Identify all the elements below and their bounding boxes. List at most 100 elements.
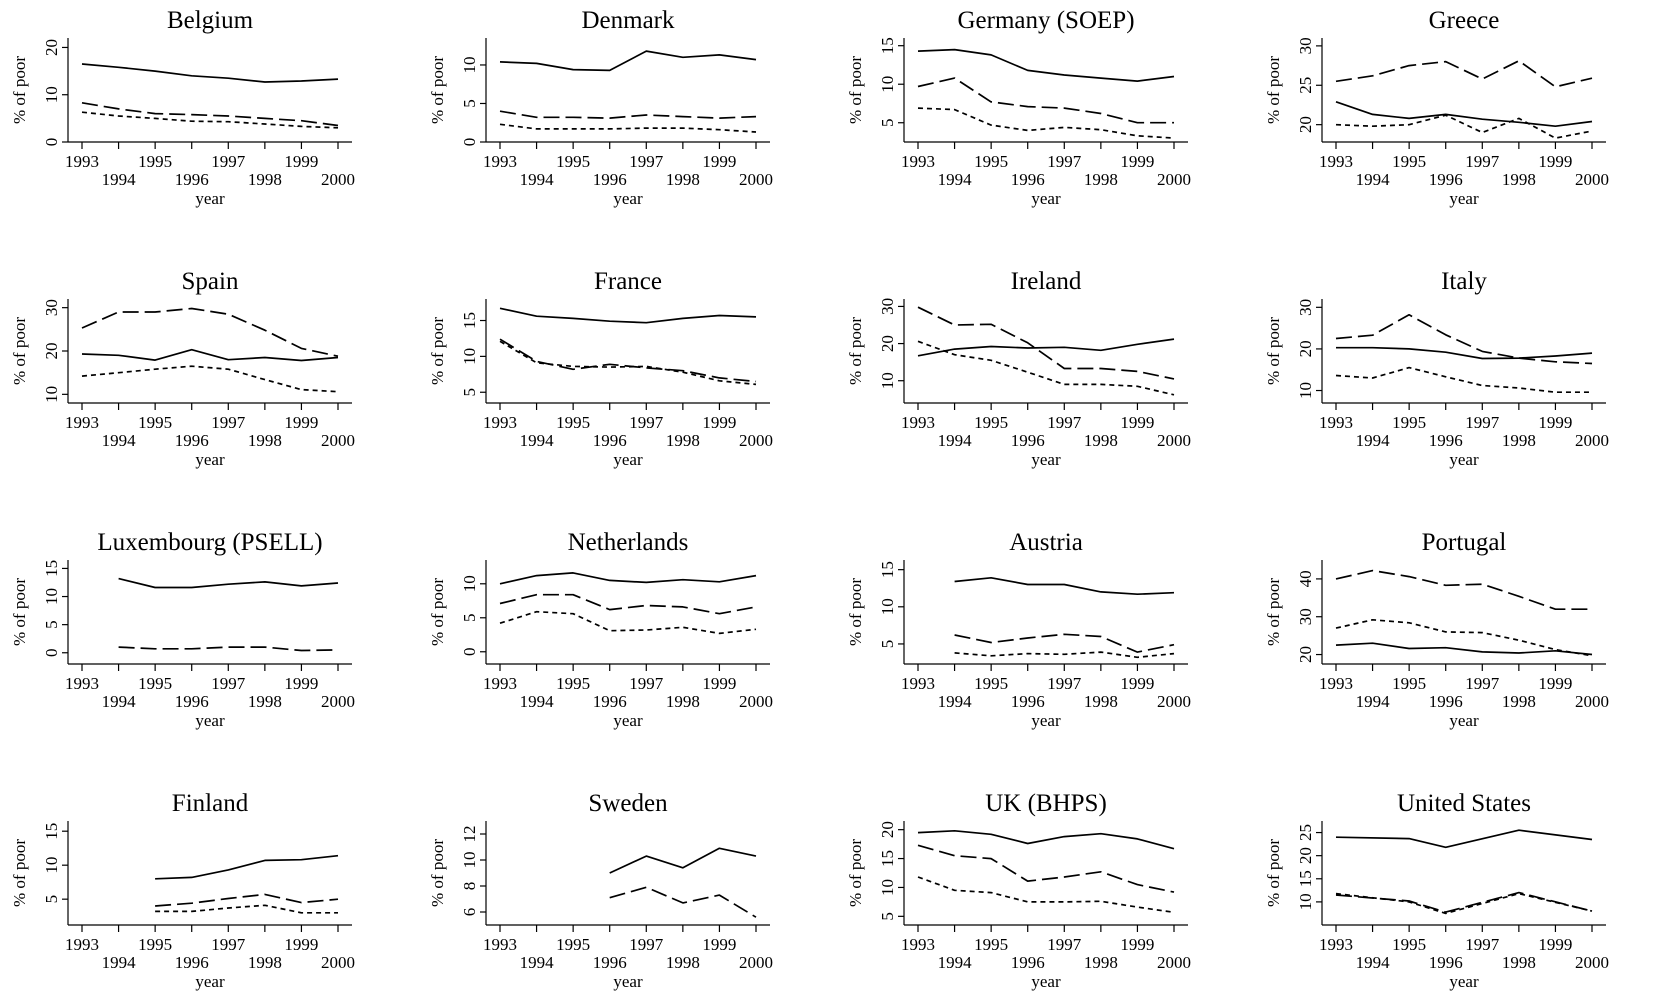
panel-title: Netherlands	[568, 529, 689, 556]
x-tick-label: 1998	[248, 431, 282, 450]
x-tick-label: 1997	[1465, 935, 1500, 954]
x-tick-label: 1997	[1047, 935, 1082, 954]
x-tick-label: 1997	[1465, 413, 1500, 432]
x-axis-title: year	[1449, 189, 1479, 208]
series-line-dotted	[81, 365, 339, 393]
series-line-dashed	[609, 886, 757, 918]
x-axis-title: year	[1031, 450, 1061, 469]
y-tick-label: 15	[878, 561, 897, 578]
chart-panel: Spain 10 20 30 % of poor 19931994199519961997…	[10, 268, 355, 469]
x-tick-label: 2000	[739, 170, 773, 189]
series-line-dashed	[499, 110, 757, 119]
x-tick-label: 1997	[629, 413, 664, 432]
panel-title: Sweden	[588, 790, 668, 817]
x-tick-label: 1996	[175, 170, 209, 189]
x-tick-label: 1999	[1120, 674, 1154, 693]
y-tick-label: 10	[42, 86, 61, 103]
series-line-dotted	[917, 107, 1175, 139]
y-tick-label: 10	[878, 598, 897, 615]
x-axis-title: year	[195, 711, 225, 730]
y-axis-title: % of poor	[846, 317, 865, 385]
panel-title: Finland	[172, 790, 249, 817]
x-tick-label: 1996	[175, 953, 209, 972]
y-tick-label: 5	[460, 614, 479, 623]
x-tick-label: 2000	[1575, 170, 1609, 189]
x-tick-label: 1994	[1356, 692, 1391, 711]
x-tick-label: 1998	[1084, 953, 1118, 972]
series-line-dotted	[1335, 366, 1592, 394]
x-tick-label: 1993	[483, 152, 517, 171]
x-axis-title: year	[613, 450, 643, 469]
x-tick-label: 1999	[1538, 935, 1572, 954]
x-tick-label: 1993	[901, 152, 935, 171]
y-tick-label: 15	[1296, 870, 1315, 887]
series-line-solid	[499, 50, 757, 72]
y-axis-title: % of poor	[10, 56, 29, 124]
y-tick-label: 40	[1296, 570, 1315, 587]
x-tick-label: 1999	[1538, 674, 1572, 693]
x-tick-label: 1994	[520, 953, 555, 972]
x-tick-label: 1998	[1084, 170, 1118, 189]
series-line-solid	[81, 63, 339, 83]
x-tick-label: 2000	[739, 431, 773, 450]
x-tick-label: 1997	[629, 935, 664, 954]
x-tick-label: 1994	[938, 431, 973, 450]
x-tick-label: 2000	[1157, 431, 1191, 450]
y-tick-label: 20	[878, 821, 897, 838]
x-tick-label: 1999	[284, 674, 318, 693]
x-tick-label: 1996	[593, 953, 627, 972]
x-tick-label: 2000	[321, 692, 355, 711]
x-axis-title: year	[195, 189, 225, 208]
y-tick-label: 10	[460, 852, 479, 869]
y-tick-label: 5	[878, 640, 897, 649]
series-line-solid	[917, 48, 1175, 82]
panel-title: Germany (SOEP)	[957, 7, 1134, 34]
x-tick-label: 1997	[211, 413, 246, 432]
x-tick-label: 1996	[1011, 431, 1045, 450]
x-tick-label: 1994	[938, 170, 973, 189]
y-tick-label: 20	[42, 343, 61, 360]
x-tick-label: 1998	[1084, 692, 1118, 711]
x-tick-label: 1995	[1392, 674, 1426, 693]
x-tick-label: 1997	[211, 152, 246, 171]
y-axis-title: % of poor	[428, 56, 447, 124]
series-line-dashed	[917, 306, 1175, 380]
series-line-dashed	[917, 844, 1175, 893]
y-axis-title: % of poor	[846, 839, 865, 907]
x-axis-title: year	[1031, 972, 1061, 991]
y-axis-title: % of poor	[428, 839, 447, 907]
series-line-dashed	[499, 593, 757, 615]
x-tick-label: 1998	[248, 170, 282, 189]
series-line-dashed	[1335, 569, 1592, 611]
x-tick-label: 1994	[102, 953, 137, 972]
y-axis-title: % of poor	[10, 317, 29, 385]
y-tick-label: 10	[42, 386, 61, 403]
x-tick-label: 1999	[1538, 413, 1572, 432]
x-tick-label: 1997	[629, 674, 664, 693]
x-tick-label: 1997	[211, 674, 246, 693]
y-tick-label: 15	[460, 312, 479, 329]
y-tick-label: 25	[1296, 824, 1315, 841]
chart-panel: France 5 10 15 % of poor 19931994199519961997…	[428, 268, 773, 469]
x-tick-label: 1995	[138, 935, 172, 954]
x-tick-label: 1999	[284, 152, 318, 171]
y-tick-label: 15	[42, 560, 61, 577]
series-line-solid	[1335, 829, 1593, 849]
panel-title: France	[594, 268, 662, 295]
x-tick-label: 1996	[1011, 953, 1045, 972]
y-tick-label: 30	[42, 299, 61, 316]
x-tick-label: 1993	[1319, 152, 1353, 171]
x-tick-label: 2000	[1575, 431, 1609, 450]
x-tick-label: 1996	[593, 692, 627, 711]
series-line-solid	[499, 572, 757, 585]
series-line-dotted	[499, 340, 757, 386]
x-tick-label: 1998	[1502, 692, 1536, 711]
series-line-dotted	[499, 123, 757, 133]
x-tick-label: 1995	[974, 935, 1008, 954]
x-tick-label: 1999	[284, 413, 318, 432]
